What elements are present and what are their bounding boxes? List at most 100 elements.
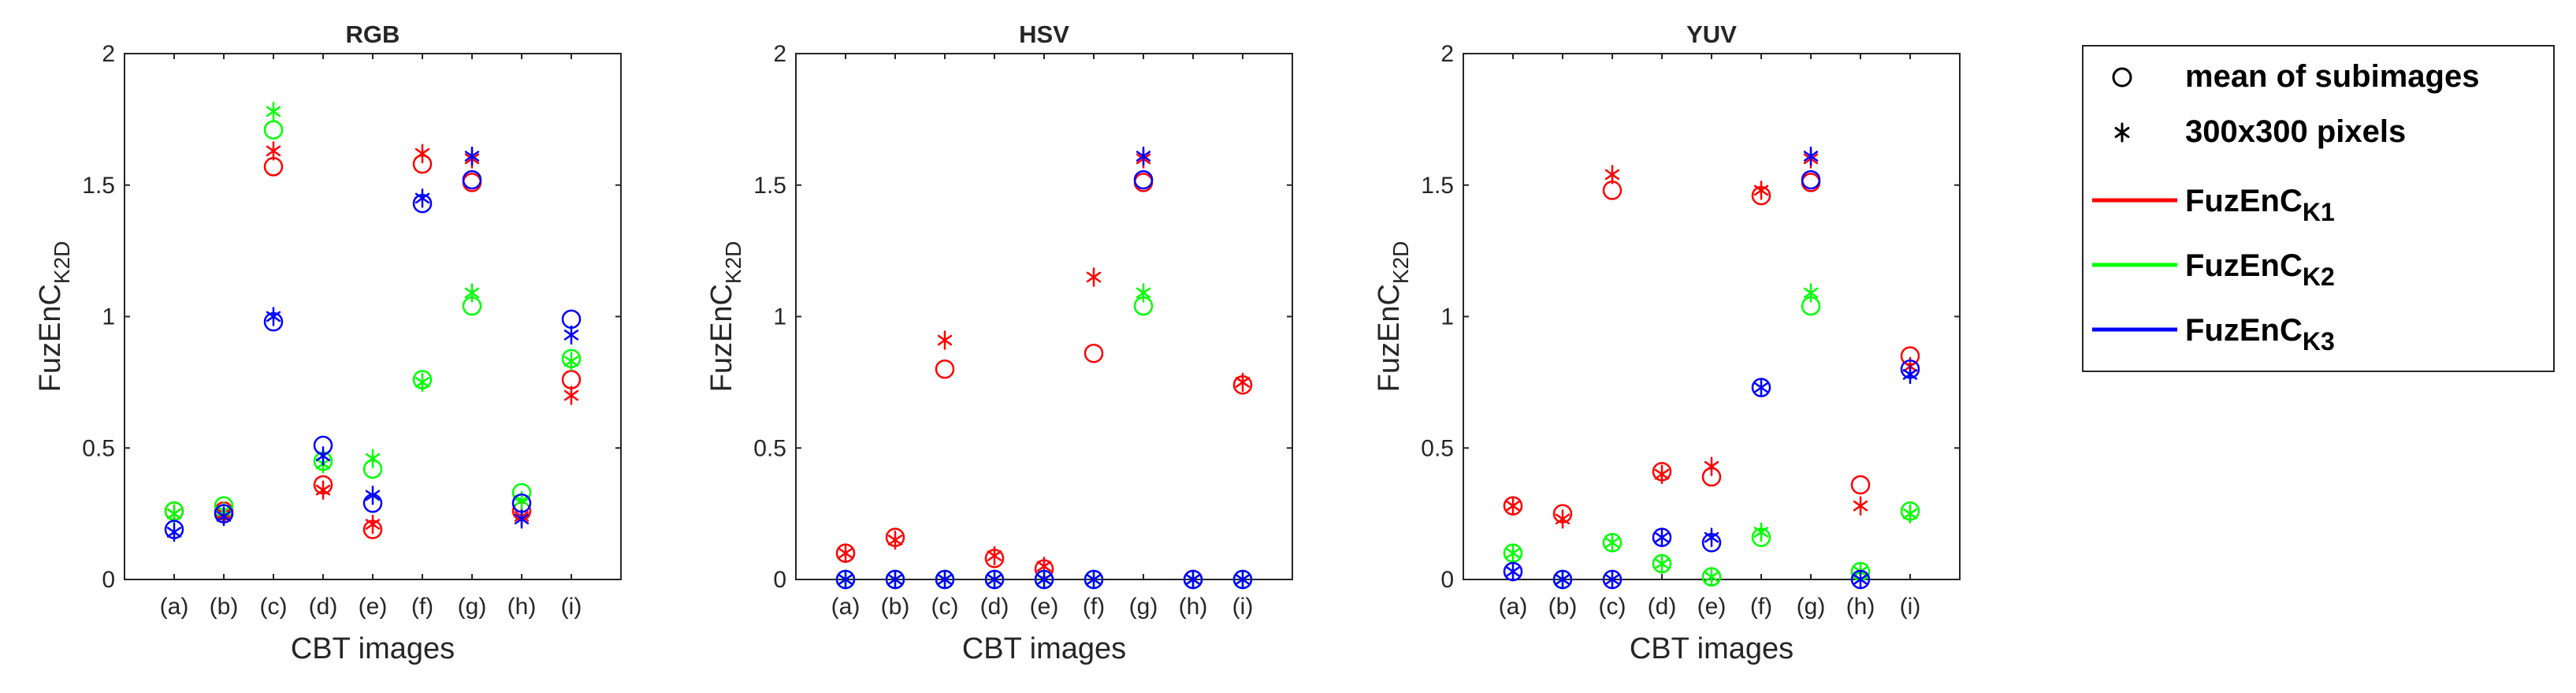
legend-line-label-sub: K3	[2303, 327, 2335, 356]
legend-circle-icon	[2112, 67, 2132, 88]
chart-title: YUV	[1686, 20, 1737, 48]
data-point-asterisk	[1136, 283, 1151, 303]
x-tick-label: (g)	[458, 594, 487, 620]
chart-title: RGB	[346, 20, 400, 48]
data-point-asterisk	[1753, 522, 1769, 542]
x-tick-label: (c)	[260, 594, 288, 620]
x-tick-label: (h)	[507, 594, 537, 620]
legend-asterisk-icon	[2114, 122, 2130, 143]
data-point-asterisk	[1753, 181, 1769, 200]
data-point-circle	[1801, 170, 1821, 190]
y-tick-label: 0	[773, 567, 786, 593]
data-point-asterisk	[1505, 543, 1521, 563]
data-point-asterisk	[1036, 569, 1052, 590]
legend-marker-label: mean of subimages	[2185, 59, 2479, 94]
data-point-asterisk	[464, 146, 480, 166]
y-tick-label: 1.5	[82, 173, 115, 199]
data-point-asterisk	[563, 351, 579, 371]
data-point-asterisk	[514, 509, 530, 529]
data-point-asterisk	[1654, 527, 1670, 547]
x-axis-label: CBT images	[1630, 632, 1794, 665]
y-tick-label: 1	[102, 304, 115, 330]
y-axis-label: FuzEnCK2D	[705, 241, 745, 393]
data-point-asterisk	[563, 386, 579, 405]
data-point-asterisk	[464, 283, 480, 303]
data-point-circle	[1850, 475, 1871, 495]
data-point-asterisk	[1654, 553, 1670, 574]
data-point-asterisk	[1235, 569, 1251, 590]
data-point-asterisk	[365, 486, 381, 505]
x-tick-label: (f)	[1750, 594, 1772, 620]
x-tick-label: (b)	[210, 594, 239, 620]
y-tick-label: 2	[1440, 41, 1454, 67]
data-point-asterisk	[1902, 504, 1918, 523]
x-tick-label: (a)	[160, 594, 189, 620]
y-tick-label: 0	[102, 567, 115, 593]
data-point-asterisk	[414, 188, 430, 208]
x-tick-label: (d)	[309, 594, 338, 620]
data-point-asterisk	[887, 569, 903, 590]
data-point-asterisk	[1803, 146, 1819, 166]
data-point-asterisk	[1604, 533, 1620, 553]
data-point-circle	[462, 170, 482, 190]
x-tick-label: (a)	[1499, 594, 1528, 620]
x-tick-label: (i)	[1232, 594, 1254, 620]
legend-line-label: FuzEnCK2	[2185, 248, 2335, 291]
data-point-circle	[263, 120, 284, 140]
data-point-asterisk	[1704, 456, 1719, 476]
x-tick-label: (i)	[1900, 594, 1921, 620]
data-point-circle	[1133, 170, 1154, 190]
y-axis-label-main: FuzEnC	[705, 284, 738, 392]
legend-line-label: FuzEnCK3	[2185, 313, 2335, 356]
y-axis-label: FuzEnCK2D	[1373, 241, 1413, 393]
data-point-asterisk	[1505, 496, 1521, 516]
data-point-asterisk	[1704, 527, 1719, 547]
data-point-asterisk	[1704, 567, 1719, 587]
x-tick-label: (h)	[1179, 594, 1208, 620]
data-point-asterisk	[987, 546, 1002, 566]
x-tick-label: (i)	[561, 594, 582, 620]
data-point-asterisk	[1753, 378, 1769, 397]
y-tick-label: 0	[1440, 567, 1454, 593]
y-axis-label-sub: K2D	[1388, 241, 1413, 284]
data-point-asterisk	[937, 569, 953, 590]
y-axis-label-main: FuzEnC	[34, 284, 67, 392]
data-point-asterisk	[266, 102, 281, 121]
data-point-asterisk	[1604, 165, 1620, 184]
data-point-asterisk	[887, 530, 903, 550]
data-point-asterisk	[315, 480, 331, 500]
x-tick-label: (e)	[359, 594, 388, 620]
y-tick-label: 1.5	[753, 173, 786, 199]
chart-title: HSV	[1019, 20, 1069, 48]
data-point-asterisk	[266, 307, 281, 326]
x-tick-label: (c)	[1599, 594, 1626, 620]
x-tick-label: (d)	[980, 594, 1009, 620]
data-point-asterisk	[937, 330, 953, 350]
data-point-asterisk	[1803, 283, 1819, 303]
data-point-asterisk	[1235, 372, 1251, 393]
data-point-asterisk	[1604, 569, 1620, 590]
legend-line-label-sub: K1	[2303, 198, 2335, 226]
legend-line-label: FuzEnCK1	[2185, 184, 2335, 226]
x-tick-label: (g)	[1129, 594, 1158, 620]
axes-frame	[795, 53, 1293, 580]
y-tick-label: 0.5	[1421, 435, 1454, 461]
x-tick-label: (e)	[1697, 594, 1727, 620]
data-point-asterisk	[365, 514, 381, 535]
y-tick-label: 2	[102, 41, 115, 67]
legend-box	[2082, 45, 2555, 372]
y-tick-label: 1.5	[1421, 173, 1454, 199]
data-point-circle	[1084, 343, 1104, 363]
y-tick-label: 2	[773, 41, 786, 67]
data-point-asterisk	[216, 506, 232, 527]
panel-yuv: YUV 0 0.5 1 1.5 2 (a) (b) (c) (d) (e) (f) (g) (h) (i) C…	[1373, 20, 1961, 665]
data-point-circle	[935, 359, 955, 379]
panel-hsv: HSV 0 0.5 1 1.5 2 (a) (b) (c) (d) (e) (f) (g) (h) (i) C…	[705, 20, 1293, 665]
x-tick-label: (f)	[1083, 594, 1105, 620]
x-tick-label: (f)	[411, 594, 433, 620]
data-point-asterisk	[1185, 569, 1201, 590]
data-point-asterisk	[315, 446, 331, 466]
x-tick-label: (c)	[931, 594, 959, 620]
data-point-asterisk	[1086, 267, 1102, 287]
